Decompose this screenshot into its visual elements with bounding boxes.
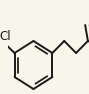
Text: Cl: Cl — [0, 30, 11, 43]
